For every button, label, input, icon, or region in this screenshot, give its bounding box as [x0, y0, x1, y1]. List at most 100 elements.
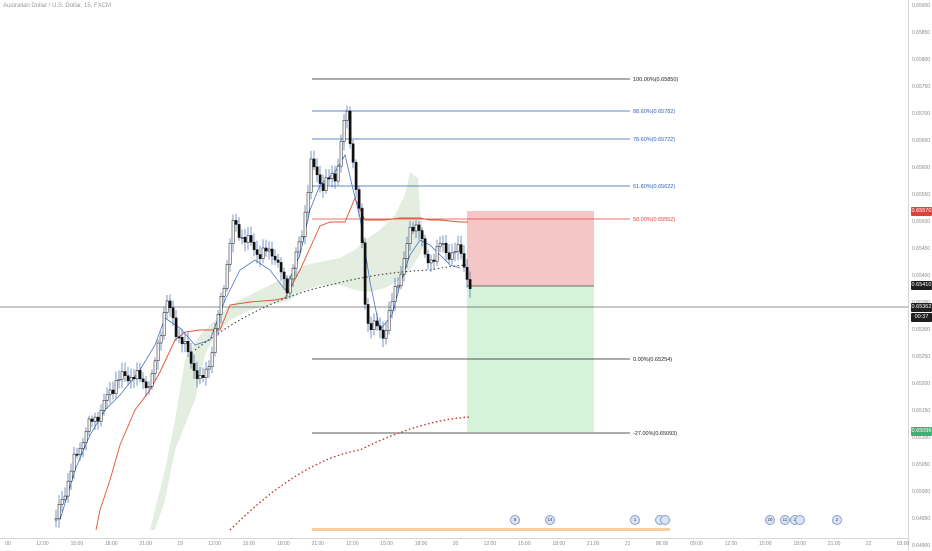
- candle-body: [363, 242, 367, 305]
- candle-body: [87, 418, 91, 432]
- chart-plot-area[interactable]: 100.00%(0.65850) 88.60%(0.65782) 78.60%(0.…: [0, 0, 908, 538]
- candle-body: [366, 304, 370, 324]
- candle-body: [450, 252, 454, 260]
- economic-event-flag[interactable]: [660, 515, 670, 525]
- candle-body: [120, 371, 124, 380]
- time-tick-label: 18:00: [277, 541, 290, 547]
- candle-body: [270, 248, 274, 257]
- candle-body: [405, 243, 409, 259]
- price-tick-label: 0.64950: [912, 516, 931, 522]
- chart-canvas[interactable]: 100.00%(0.65850) 88.60%(0.65782) 78.60%(0.…: [0, 0, 908, 538]
- candle-body: [219, 296, 223, 315]
- candle-body: [423, 238, 427, 255]
- candle-body: [108, 389, 112, 395]
- fib-level-label: 50.00%(0.65552): [633, 217, 675, 223]
- candle-body: [225, 264, 229, 289]
- candle-body: [342, 120, 346, 142]
- time-tick-label: 12:00: [345, 541, 359, 547]
- time-tick-label: 15:00: [242, 541, 256, 547]
- candle-body: [348, 110, 352, 145]
- candle-body: [57, 504, 61, 520]
- candle-body: [258, 254, 262, 259]
- candle-body: [345, 110, 349, 121]
- time-tick-label: 12:00: [208, 541, 221, 547]
- candle-body: [417, 224, 421, 231]
- price-axis[interactable]: 0.65900 0.65850 0.65800 0.65750 0.65700 0.656…: [908, 0, 932, 550]
- candle-body: [309, 158, 313, 193]
- candle-body: [201, 375, 205, 378]
- price-tick-label: 0.65700: [912, 111, 931, 117]
- candle-body: [72, 453, 76, 472]
- candle-body: [336, 165, 340, 182]
- candle-body: [390, 301, 394, 311]
- time-tick-label: 15:00: [70, 541, 84, 547]
- price-tick-label: 0.65500: [912, 219, 931, 225]
- candle-body: [435, 246, 439, 262]
- price-tick-label: 0.65250: [912, 354, 931, 360]
- candle-body: [411, 226, 415, 232]
- candle-body: [384, 330, 388, 339]
- time-tick-label: 15:00: [518, 541, 531, 547]
- economic-event-flag[interactable]: 11: [780, 515, 790, 525]
- candle-body: [132, 377, 136, 380]
- candle-body: [129, 377, 133, 382]
- candle-body: [99, 410, 103, 422]
- candle-body: [204, 368, 208, 378]
- price-tick-label: 0.65400: [912, 273, 931, 279]
- candle-body: [327, 177, 331, 180]
- fib-level-label: -27.00%(0.65093): [633, 431, 677, 437]
- candle-body: [144, 381, 148, 389]
- candle-body: [432, 259, 436, 262]
- economic-event-flag[interactable]: 14: [545, 515, 555, 525]
- candle-body: [444, 242, 448, 254]
- candle-body: [153, 360, 157, 374]
- time-tick-label: 22: [865, 541, 872, 547]
- candle-body: [291, 267, 295, 280]
- candle-body: [78, 448, 82, 455]
- candle-body: [429, 259, 433, 264]
- candle-body: [171, 307, 175, 319]
- candle-body: [135, 369, 139, 380]
- candle-body: [387, 310, 391, 331]
- candle-body: [354, 162, 358, 190]
- candle-body: [312, 158, 316, 168]
- economic-event-flag[interactable]: [795, 515, 805, 525]
- candle-body: [198, 375, 202, 379]
- candle-body: [318, 174, 322, 184]
- candle-body: [333, 173, 337, 182]
- candle-body: [81, 442, 85, 449]
- economic-event-flag[interactable]: 20: [765, 515, 775, 525]
- candle-body: [240, 236, 244, 239]
- candle-body: [465, 266, 469, 280]
- candle-body: [159, 335, 163, 344]
- price-tick-label: 0.65900: [912, 3, 931, 9]
- candle-body: [93, 416, 97, 422]
- candle-body: [306, 192, 310, 213]
- price-tick-label: 0.65300: [912, 327, 931, 333]
- price-badge: 0.65410: [911, 281, 932, 290]
- candle-body: [321, 183, 325, 191]
- fib-level-label: 61.80%(0.65622): [633, 184, 675, 190]
- fib-level-label: 78.60%(0.65722): [633, 137, 675, 143]
- candle-body: [393, 286, 397, 302]
- candle-body: [102, 400, 106, 411]
- price-tick-label: 0.65800: [912, 57, 931, 63]
- economic-event-flag[interactable]: 2: [832, 515, 842, 525]
- price-tick-label: 0.65150: [912, 408, 931, 414]
- candle-body: [168, 300, 172, 309]
- candle-body: [234, 220, 238, 225]
- time-tick-label: 12:00: [483, 541, 497, 547]
- candle-body: [111, 389, 115, 394]
- candle-body: [447, 252, 451, 260]
- time-tick-label: 21: [624, 541, 631, 547]
- economic-event-flag[interactable]: 1: [630, 515, 640, 525]
- candle-body: [351, 143, 355, 163]
- candle-body: [357, 189, 361, 209]
- candle-body: [369, 323, 373, 330]
- time-tick-label: 21:00: [586, 541, 600, 547]
- candle-body: [399, 273, 403, 287]
- time-axis[interactable]: 00 12:00 15:00 18:00 21:00 19 12:00 15:00 18:00 2…: [0, 538, 909, 551]
- candle-body: [468, 279, 472, 289]
- economic-event-flag[interactable]: 6: [510, 515, 520, 525]
- price-tick-label: 0.65450: [912, 246, 931, 252]
